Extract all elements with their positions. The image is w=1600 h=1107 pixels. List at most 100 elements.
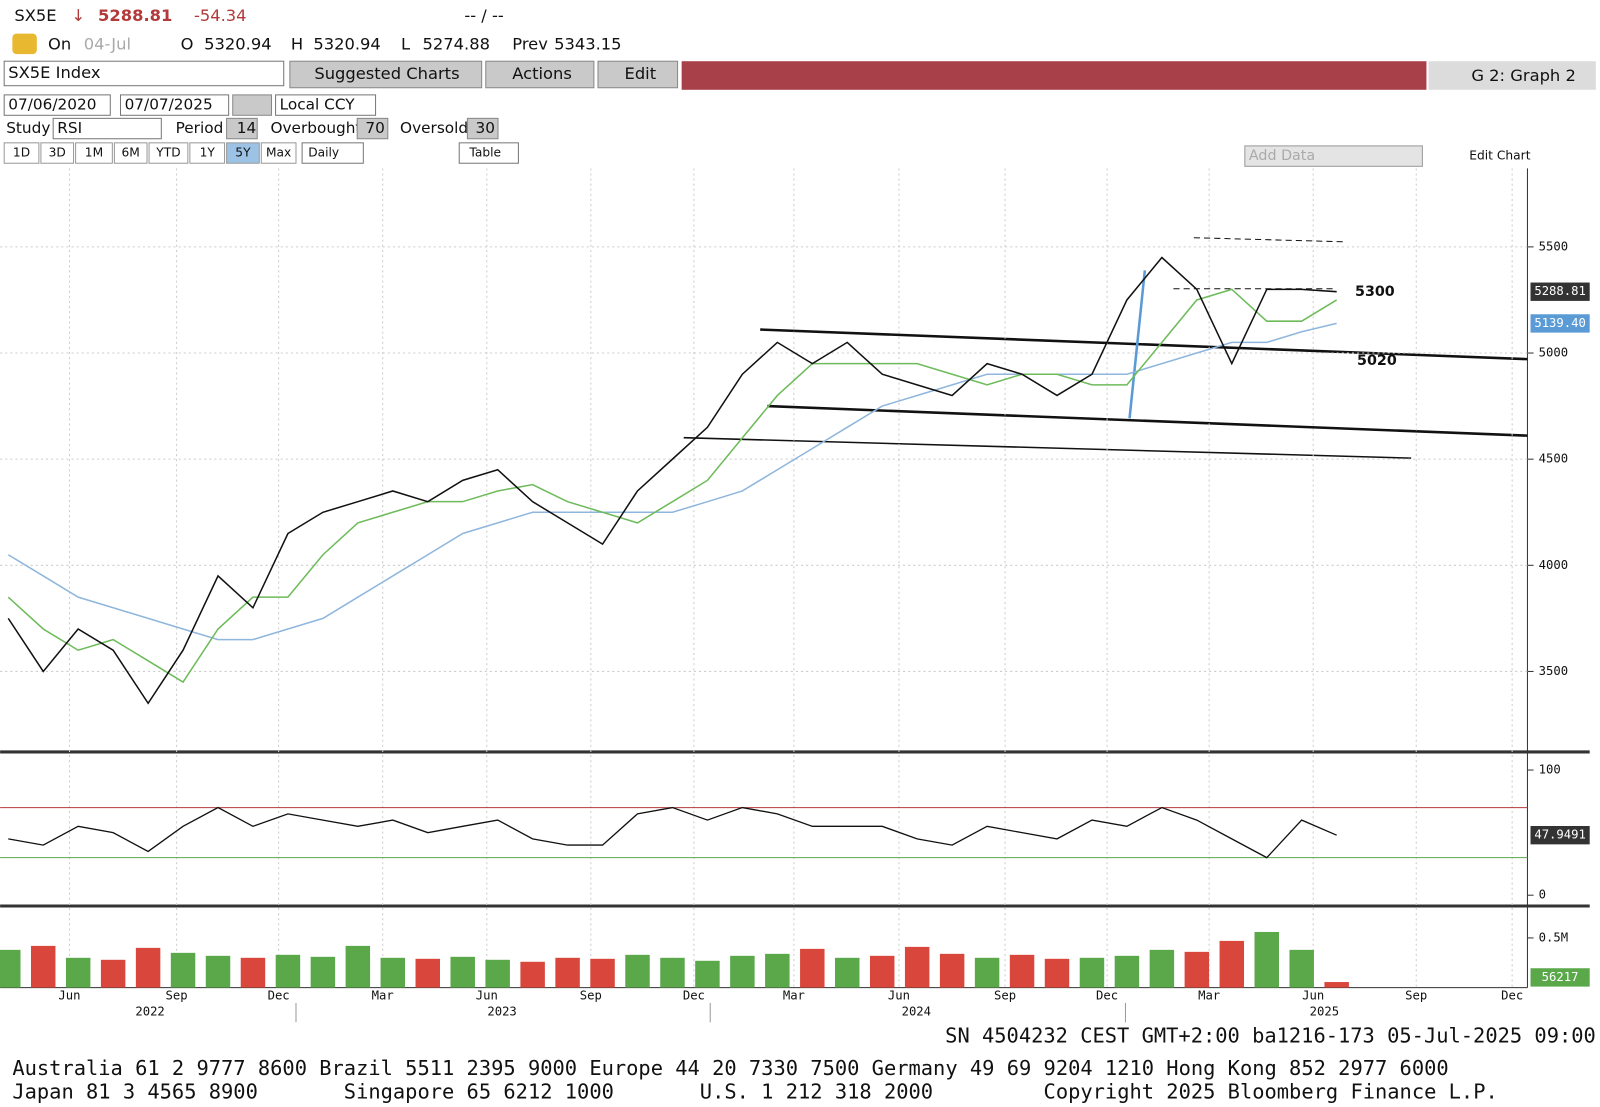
title-bar	[681, 61, 1427, 90]
oversold-input[interactable]	[466, 117, 499, 140]
annotation: 5300	[1355, 284, 1395, 300]
volume-bar	[1079, 957, 1105, 988]
high-label: H	[291, 34, 303, 53]
volume-bar	[1289, 949, 1314, 988]
annotation: 5020	[1357, 353, 1397, 369]
month-label: Mar	[1198, 988, 1220, 1002]
volume-bar	[415, 958, 440, 988]
volume-bar	[939, 953, 965, 988]
graph-tab[interactable]	[1428, 61, 1596, 90]
volume-bar	[30, 945, 56, 988]
month-label: Dec	[1096, 988, 1118, 1002]
month-label: Dec	[1501, 988, 1523, 1002]
value-tag	[1530, 314, 1590, 333]
volume-bar	[1219, 940, 1245, 988]
volume-bar	[1149, 949, 1175, 988]
y-tick-label: 5000	[1539, 346, 1568, 360]
range-button[interactable]	[148, 142, 189, 164]
security: SX5E Index	[8, 63, 101, 82]
month-label: Dec	[683, 988, 705, 1002]
range-button[interactable]	[260, 142, 297, 164]
volume-bar	[904, 946, 930, 988]
change: -54.34	[194, 6, 247, 25]
currency-select[interactable]	[275, 94, 377, 116]
range-button[interactable]	[113, 142, 148, 164]
range-label: Max	[266, 146, 291, 160]
edit-button[interactable]	[597, 60, 679, 89]
period-label: Period	[176, 119, 224, 137]
currency: Local CCY	[280, 96, 356, 114]
session-info: SN 4504232 CEST GMT+2:00 ba1216-173 05-J…	[945, 1024, 1596, 1048]
month-label: Jun	[888, 988, 910, 1002]
value-tag-label: 47.9491	[1534, 828, 1586, 842]
volume-bar	[485, 959, 510, 988]
volume-bar	[800, 948, 825, 988]
range-buttons: 1D 3D 1M 6M YTD 1Y 5Y Max	[3, 142, 297, 164]
trend-line	[683, 436, 1412, 459]
end-date-input[interactable]	[119, 94, 230, 116]
bid-ask: -- / --	[464, 6, 504, 25]
start-date-input[interactable]	[3, 94, 111, 116]
volume-bar	[974, 957, 1000, 988]
volume-bar	[380, 957, 406, 988]
oversold-label: Oversold	[400, 119, 468, 137]
volume-bar	[835, 957, 860, 988]
month-label: Jun	[476, 988, 498, 1002]
year-label: 2022	[135, 1005, 164, 1019]
volume-bar	[555, 957, 580, 988]
period: 14	[237, 119, 256, 137]
on-label: On	[48, 34, 71, 53]
range-label: 5Y	[235, 146, 251, 160]
ticker: SX5E	[14, 6, 56, 25]
volume-bar	[1114, 955, 1140, 988]
range-button[interactable]	[226, 142, 260, 164]
volume-bar	[135, 947, 161, 988]
suggested-button[interactable]	[289, 60, 483, 89]
range-label: 6M	[122, 146, 140, 160]
range-button[interactable]	[189, 142, 226, 164]
graph-name: G 2: Graph 2	[1471, 66, 1576, 85]
prev: 5343.15	[554, 34, 621, 53]
period-input[interactable]	[226, 117, 258, 140]
range-label: 1Y	[200, 146, 216, 160]
frequency: Daily	[308, 146, 339, 160]
study: RSI	[57, 119, 82, 137]
series-line	[8, 806, 1337, 859]
edit-chart[interactable]: Edit Chart	[1469, 149, 1530, 163]
frequency-select[interactable]	[301, 142, 364, 164]
table-label: Table	[468, 146, 501, 160]
table-button[interactable]	[458, 142, 519, 164]
range-label: 3D	[49, 146, 66, 160]
last-price: 5288.81	[98, 6, 172, 25]
volume-bar	[100, 959, 126, 988]
add-data-input[interactable]	[1244, 145, 1423, 167]
range-button[interactable]	[40, 142, 75, 164]
y-tick-label: 4500	[1539, 452, 1568, 466]
y-tick-label: 4000	[1539, 558, 1568, 572]
status-icon	[12, 33, 37, 55]
trend-line	[1193, 237, 1345, 243]
add-data: Add Data	[1249, 148, 1315, 164]
month-label: Jun	[58, 988, 80, 1002]
volume-bar	[1009, 954, 1035, 988]
range-label: YTD	[155, 146, 180, 160]
quote-date: 04-Jul	[84, 34, 131, 53]
plot: Jun Sep Dec Mar Jun Sep Dec Mar Jun Sep Dec Mar Jun S…	[0, 168, 1590, 1023]
year-label: 2024	[902, 1005, 931, 1019]
security-input[interactable]	[3, 60, 285, 87]
value-tag	[1530, 825, 1590, 845]
volume-bar	[869, 955, 895, 988]
overbought-input[interactable]	[356, 117, 389, 140]
study-select[interactable]	[52, 117, 162, 140]
trend-line	[767, 404, 1528, 437]
month-label: Sep	[580, 988, 602, 1002]
range-button[interactable]	[75, 142, 113, 164]
date-nav[interactable]	[232, 94, 273, 116]
y-tick-label: 100	[1539, 763, 1561, 777]
direction: ↓	[72, 6, 86, 25]
volume-bar	[1324, 982, 1349, 988]
actions-button[interactable]	[485, 60, 595, 89]
range-label: 1D	[13, 146, 30, 160]
range-button[interactable]	[3, 142, 40, 164]
month-label: Sep	[1405, 988, 1427, 1002]
